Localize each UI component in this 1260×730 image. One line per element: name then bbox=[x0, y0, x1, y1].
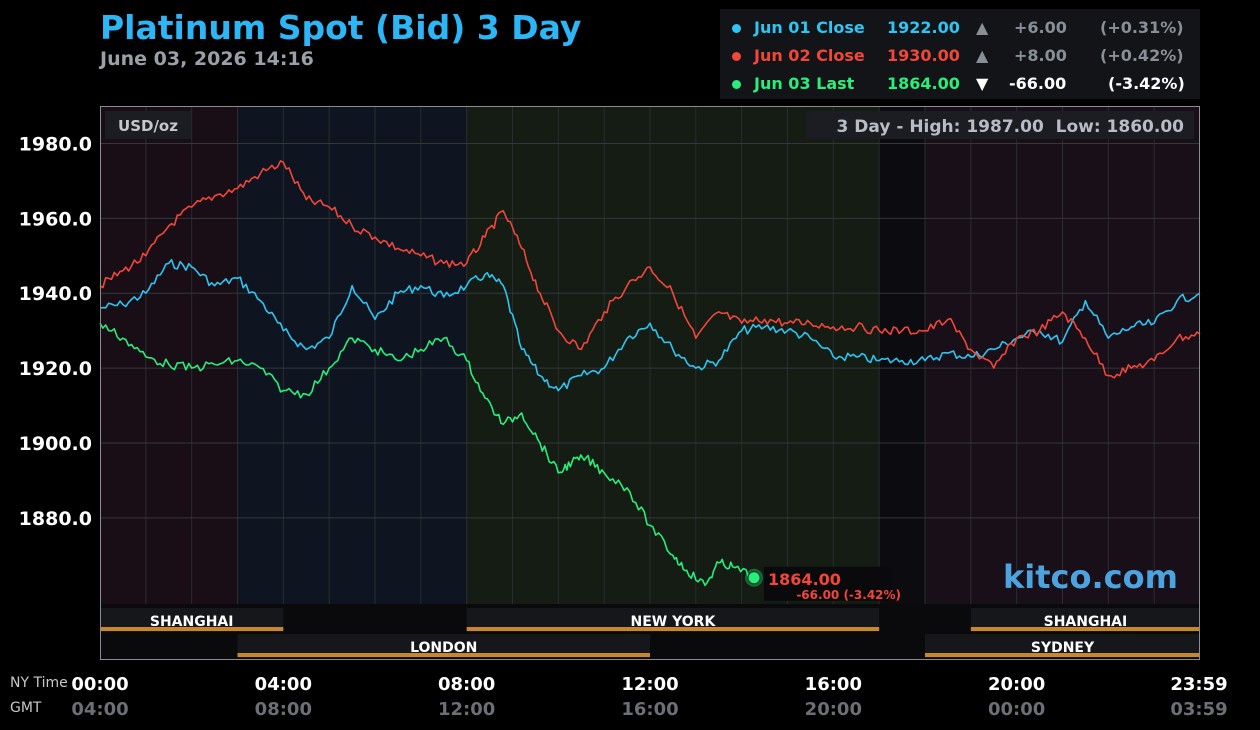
session-underline bbox=[237, 653, 650, 657]
y-tick-label: 1940.0 bbox=[19, 283, 92, 305]
last-price-box bbox=[764, 566, 893, 601]
y-tick-label: 1880.0 bbox=[19, 508, 92, 530]
x-tick-gmt: 20:00 bbox=[804, 699, 862, 720]
kitco-logo: kitco.com bbox=[1003, 558, 1178, 596]
legend-label: Jun 01 Close bbox=[754, 18, 865, 37]
range-label: 3 Day - High: 1987.00 Low: 1860.00 bbox=[837, 117, 1185, 137]
y-tick-label: 1900.0 bbox=[19, 433, 92, 455]
x-tick-gmt: 08:00 bbox=[254, 699, 312, 720]
session-underline bbox=[925, 653, 1200, 657]
x-tick-ny-time: 04:00 bbox=[254, 674, 312, 695]
last-price-label: 1864.00 bbox=[768, 570, 841, 589]
legend-arrow-down-icon: ▼ bbox=[976, 74, 989, 93]
legend-arrow-up-icon: ▲ bbox=[976, 46, 989, 65]
unit-label: USD/oz bbox=[118, 117, 178, 135]
session-shade bbox=[237, 106, 467, 604]
legend-change: +6.00 bbox=[1014, 18, 1067, 37]
session-shade bbox=[100, 106, 238, 604]
x-tick-ny-time: 00:00 bbox=[71, 674, 129, 695]
legend-value: 1864.00 bbox=[887, 74, 960, 93]
legend-row-jun01: Jun 01 Close 1922.00 ▲ +6.00 (+0.31%) bbox=[720, 14, 1200, 42]
y-axis: 1880.0 1900.0 1920.0 1940.0 1960.0 1980.0 bbox=[19, 133, 92, 529]
last-price-marker: 1864.00-66.00 (-3.42%) bbox=[745, 566, 901, 602]
y-tick-label: 1980.0 bbox=[19, 133, 92, 155]
session-underline bbox=[970, 627, 1200, 631]
series-line-3 bbox=[99, 322, 755, 587]
legend-value: 1930.00 bbox=[887, 46, 960, 65]
series-line-2 bbox=[99, 160, 1201, 379]
session-shade bbox=[466, 106, 880, 604]
legend-row-jun03: Jun 03 Last 1864.00 ▼ -66.00 (-3.42%) bbox=[720, 70, 1200, 98]
session-underline bbox=[466, 627, 880, 631]
unit-box bbox=[105, 111, 191, 139]
chart-timestamp: June 03, 2026 14:16 bbox=[100, 48, 314, 70]
price-legend: Jun 01 Close 1922.00 ▲ +6.00 (+0.31%) Ju… bbox=[720, 9, 1200, 99]
x-tick-gmt: 16:00 bbox=[621, 699, 679, 720]
x-tick-ny-time: 23:59 bbox=[1170, 674, 1228, 695]
chart-series bbox=[99, 160, 1201, 587]
legend-arrow-up-icon: ▲ bbox=[976, 18, 989, 37]
x-tick-gmt: 12:00 bbox=[438, 699, 496, 720]
legend-percent: (+0.42%) bbox=[1100, 46, 1184, 65]
session-label: LONDON bbox=[410, 640, 477, 656]
legend-label: Jun 02 Close bbox=[754, 46, 865, 65]
ny-time-label: NY Time bbox=[10, 675, 68, 691]
gmt-label: GMT bbox=[10, 700, 42, 716]
x-tick-gmt: 03:59 bbox=[1170, 699, 1228, 720]
legend-label: Jun 03 Last bbox=[754, 74, 855, 93]
y-tick-label: 1920.0 bbox=[19, 358, 92, 380]
session-label: SHANGHAI bbox=[1044, 614, 1128, 630]
y-tick-label: 1960.0 bbox=[19, 208, 92, 230]
plot-frame bbox=[100, 106, 1200, 660]
legend-change: -66.00 bbox=[1009, 74, 1067, 93]
session-label: SYDNEY bbox=[1031, 640, 1095, 656]
chart-overlay: USD/oz 3 Day - High: 1987.00 Low: 1860.00 bbox=[105, 111, 1194, 139]
range-box bbox=[806, 111, 1194, 139]
chart-title: Platinum Spot (Bid) 3 Day bbox=[100, 8, 582, 47]
x-tick-gmt: 00:00 bbox=[988, 699, 1046, 720]
x-tick-gmt: 04:00 bbox=[71, 699, 129, 720]
x-tick-ny-time: 12:00 bbox=[621, 674, 679, 695]
chart-gridlines bbox=[100, 106, 1200, 604]
last-change-label: -66.00 (-3.42%) bbox=[796, 588, 901, 602]
x-tick-ny-time: 08:00 bbox=[438, 674, 496, 695]
session-underline bbox=[100, 627, 284, 631]
legend-percent: (+0.31%) bbox=[1100, 18, 1184, 37]
legend-change: +8.00 bbox=[1014, 46, 1067, 65]
x-tick-ny-time: 16:00 bbox=[804, 674, 862, 695]
session-bars: SHANGHAI NEW YORK SHANGHAI LONDON SYDNEY bbox=[100, 106, 1200, 660]
session-shade bbox=[879, 106, 925, 604]
legend-row-jun02: Jun 02 Close 1930.00 ▲ +8.00 (+0.42%) bbox=[720, 42, 1200, 70]
legend-percent: (-3.42%) bbox=[1108, 74, 1185, 93]
session-label: NEW YORK bbox=[631, 614, 717, 630]
session-label: SHANGHAI bbox=[150, 614, 234, 630]
legend-marker-jun03 bbox=[732, 80, 741, 89]
legend-marker-jun02 bbox=[732, 52, 741, 61]
legend-marker-jun01 bbox=[732, 24, 741, 33]
x-tick-ny-time: 20:00 bbox=[988, 674, 1046, 695]
series-line-1 bbox=[99, 258, 1201, 392]
last-point-dot bbox=[747, 571, 761, 585]
legend-value: 1922.00 bbox=[887, 18, 960, 37]
